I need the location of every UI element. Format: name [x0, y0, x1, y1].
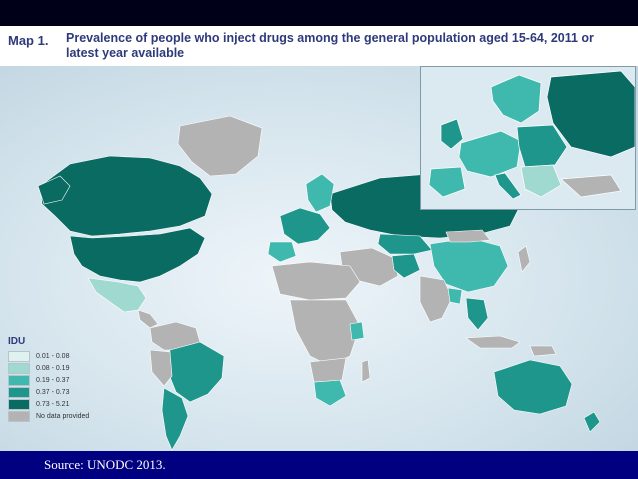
- papua: [529, 345, 557, 357]
- kenya: [349, 321, 365, 341]
- new-zealand: [583, 411, 601, 433]
- inset-italy: [494, 172, 522, 200]
- europe-inset-svg: [428, 70, 635, 200]
- usa: [69, 227, 206, 283]
- iran: [391, 253, 421, 279]
- legend-swatch: [8, 387, 30, 398]
- legend-item: 0.73 - 5.21: [8, 399, 118, 410]
- mexico: [87, 277, 147, 313]
- central-america: [137, 309, 159, 329]
- alaska: [37, 175, 71, 205]
- india: [419, 275, 453, 323]
- iberia: [267, 241, 297, 263]
- legend-label: 0.01 - 0.08: [36, 353, 70, 360]
- inset-russia: [546, 70, 635, 158]
- legend-title: IDU: [8, 336, 26, 347]
- legend-label: No data provided: [36, 413, 90, 420]
- legend-swatch: [8, 411, 30, 422]
- europe-inset-map: [420, 66, 636, 210]
- legend-label: 0.08 - 0.19: [36, 365, 70, 372]
- australia: [493, 359, 573, 415]
- inset-scandinavia: [490, 74, 542, 124]
- world-map: IDU 0.01 - 0.08 0.08 - 0.19 0.19 - 0.37 0.3…: [0, 66, 638, 451]
- footer-bar: Source: UNODC 2013.: [0, 451, 638, 479]
- inset-turkey: [560, 174, 622, 198]
- inset-balkans: [520, 164, 562, 198]
- legend-swatch: [8, 375, 30, 386]
- inset-eastern-europe: [516, 124, 568, 168]
- se-asia: [465, 297, 489, 331]
- slide: Map 1. Prevalence of people who inject d…: [0, 26, 638, 451]
- brazil: [167, 341, 225, 403]
- legend-item: 0.19 - 0.37: [8, 375, 118, 386]
- canada: [39, 155, 213, 237]
- south-africa: [313, 379, 347, 407]
- andes: [149, 349, 173, 387]
- legend-label: 0.73 - 5.21: [36, 401, 70, 408]
- top-bar: [0, 0, 638, 26]
- indonesia: [465, 335, 521, 349]
- map-header: Map 1. Prevalence of people who inject d…: [0, 26, 638, 67]
- central-africa: [289, 299, 361, 367]
- scandinavia: [305, 173, 335, 213]
- map-title: Prevalence of people who inject drugs am…: [66, 31, 594, 60]
- madagascar: [361, 359, 371, 383]
- legend-swatch: [8, 399, 30, 410]
- map-label: Map 1.: [8, 33, 49, 48]
- western-europe: [279, 207, 331, 245]
- japan: [517, 245, 531, 273]
- central-asia: [377, 233, 433, 255]
- legend-swatch: [8, 363, 30, 374]
- legend-item: No data provided: [8, 411, 118, 422]
- mongolia: [445, 229, 491, 243]
- north-africa: [271, 261, 361, 301]
- legend-swatch: [8, 351, 30, 362]
- inset-iberia: [428, 166, 466, 198]
- inset-uk: [440, 118, 464, 150]
- legend-item: 0.08 - 0.19: [8, 363, 118, 374]
- legend-item: 0.01 - 0.08: [8, 351, 118, 362]
- inset-western-europe: [458, 130, 522, 178]
- greenland: [177, 115, 263, 177]
- source-note: Source: UNODC 2013.: [44, 457, 166, 472]
- legend-label: 0.37 - 0.73: [36, 389, 70, 396]
- argentina: [161, 387, 189, 451]
- world-map-svg: [37, 115, 601, 451]
- map-legend: IDU 0.01 - 0.08 0.08 - 0.19 0.19 - 0.37 0.3…: [8, 336, 118, 423]
- south-asia-east: [447, 287, 463, 305]
- legend-label: 0.19 - 0.37: [36, 377, 70, 384]
- southern-africa: [309, 357, 347, 383]
- legend-item: 0.37 - 0.73: [8, 387, 118, 398]
